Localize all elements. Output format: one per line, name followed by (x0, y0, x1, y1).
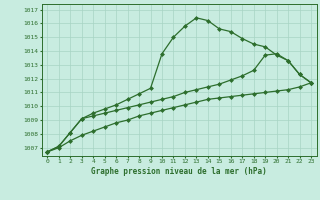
X-axis label: Graphe pression niveau de la mer (hPa): Graphe pression niveau de la mer (hPa) (91, 167, 267, 176)
